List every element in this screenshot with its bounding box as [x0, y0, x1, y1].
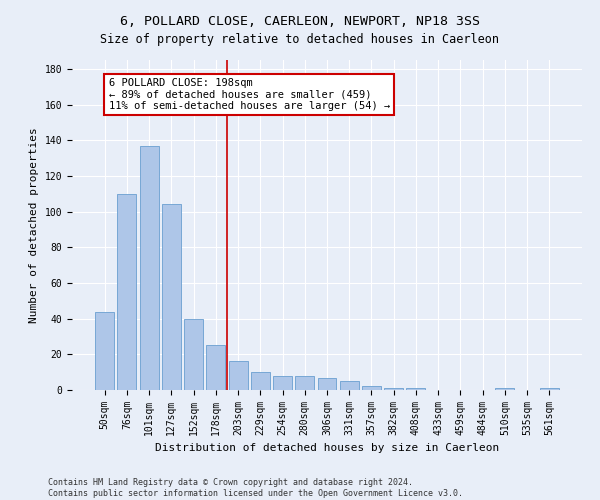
Y-axis label: Number of detached properties: Number of detached properties: [29, 127, 39, 323]
Bar: [95, 312, 114, 390]
Bar: [162, 204, 181, 390]
Text: Contains HM Land Registry data © Crown copyright and database right 2024.
Contai: Contains HM Land Registry data © Crown c…: [48, 478, 463, 498]
Bar: [384, 388, 403, 390]
X-axis label: Distribution of detached houses by size in Caerleon: Distribution of detached houses by size …: [155, 444, 499, 454]
Bar: [206, 346, 225, 390]
Bar: [184, 318, 203, 390]
Bar: [496, 388, 514, 390]
Bar: [362, 386, 381, 390]
Bar: [540, 388, 559, 390]
Bar: [340, 381, 359, 390]
Bar: [251, 372, 270, 390]
Bar: [406, 388, 425, 390]
Bar: [140, 146, 158, 390]
Bar: [317, 378, 337, 390]
Text: Size of property relative to detached houses in Caerleon: Size of property relative to detached ho…: [101, 32, 499, 46]
Text: 6 POLLARD CLOSE: 198sqm
← 89% of detached houses are smaller (459)
11% of semi-d: 6 POLLARD CLOSE: 198sqm ← 89% of detache…: [109, 78, 390, 111]
Bar: [295, 376, 314, 390]
Text: 6, POLLARD CLOSE, CAERLEON, NEWPORT, NP18 3SS: 6, POLLARD CLOSE, CAERLEON, NEWPORT, NP1…: [120, 15, 480, 28]
Bar: [273, 376, 292, 390]
Bar: [229, 362, 248, 390]
Bar: [118, 194, 136, 390]
